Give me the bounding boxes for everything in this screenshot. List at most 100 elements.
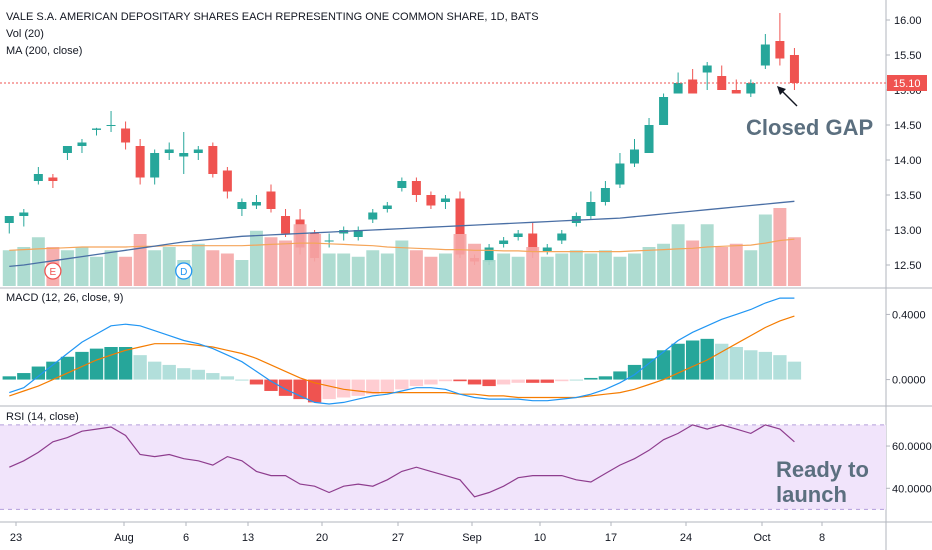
macd-histogram-bar [17, 373, 31, 380]
candle-body[interactable] [19, 212, 29, 217]
volume-bar [453, 234, 467, 286]
volume-bar [613, 256, 627, 286]
macd-tick-label: 0.0000 [892, 375, 926, 387]
candle-body[interactable] [789, 55, 799, 83]
macd-line [9, 297, 795, 405]
candle-body[interactable] [368, 212, 378, 220]
ma200-line [9, 200, 795, 268]
last-price-box [887, 75, 927, 91]
candle-body[interactable] [150, 153, 160, 178]
candle-body[interactable] [33, 174, 43, 181]
event-marker-label: E [50, 267, 57, 278]
volume-bar [293, 224, 307, 286]
candle-body[interactable] [106, 125, 116, 126]
candle-body[interactable] [688, 79, 698, 94]
macd-histogram-bar [758, 351, 773, 380]
time-axis[interactable]: 23 Aug 6 13 20 27 Sep 10 17 24 Oct 8 [10, 522, 825, 544]
volume-bar [700, 224, 714, 286]
macd-histogram-bar [569, 379, 583, 381]
ma-legend[interactable]: MA (200, close) [6, 45, 82, 57]
candle-body[interactable] [382, 205, 392, 210]
candle-body[interactable] [746, 83, 756, 94]
rsi-band-layer [0, 424, 886, 510]
volume-legend[interactable]: Vol (20) [6, 28, 44, 40]
time-tick-label: 24 [680, 532, 692, 544]
candle-body[interactable] [237, 202, 247, 209]
volume-bar [264, 237, 278, 286]
volume-bar [119, 256, 133, 286]
candle-body[interactable] [251, 202, 261, 206]
macd-histogram-bar [89, 348, 104, 380]
candle-body[interactable] [208, 146, 218, 174]
candle-body[interactable] [557, 233, 567, 241]
candle-body[interactable] [281, 216, 291, 234]
volume-bar [642, 247, 656, 286]
candle-body[interactable] [731, 90, 741, 94]
volume-bar [206, 250, 220, 286]
macd-histogram-bar [453, 379, 467, 382]
macd-layer [2, 297, 802, 405]
volume-bar [657, 243, 671, 286]
macd-legend[interactable]: MACD (12, 26, close, 9) [6, 292, 123, 304]
candle-body[interactable] [193, 149, 203, 154]
candle-body[interactable] [62, 146, 72, 153]
candle-body[interactable] [121, 128, 131, 143]
candle-body[interactable] [397, 181, 407, 188]
macd-histogram-bar [264, 379, 278, 391]
time-tick-label: 23 [10, 532, 22, 544]
price-axis[interactable]: 12.5013.0013.5014.0014.5015.0015.5016.00… [886, 15, 932, 495]
candle-body[interactable] [4, 216, 14, 223]
candle-body[interactable] [513, 233, 523, 238]
candle-body[interactable] [324, 240, 334, 242]
candle-body[interactable] [426, 195, 436, 206]
candle-body[interactable] [77, 142, 87, 147]
volume-bar [308, 234, 322, 286]
candle-body[interactable] [222, 170, 232, 192]
volume-bar [220, 253, 234, 286]
candle-body[interactable] [673, 83, 683, 94]
candle-body[interactable] [615, 163, 625, 185]
candle-body[interactable] [266, 191, 276, 210]
candle-body[interactable] [440, 198, 450, 203]
candle-body[interactable] [164, 149, 174, 154]
volume-bar [482, 260, 496, 286]
candle-body[interactable] [179, 153, 189, 157]
volume-bar [148, 250, 162, 286]
volume-bar [366, 250, 380, 286]
candle-body[interactable] [586, 202, 596, 216]
macd-histogram-bar [511, 379, 525, 383]
event-marker-label: D [180, 267, 187, 278]
macd-histogram-bar [46, 361, 60, 380]
candle-body[interactable] [48, 177, 58, 182]
candle-body[interactable] [499, 240, 509, 245]
rsi-legend[interactable]: RSI (14, close) [6, 411, 79, 423]
event-marker-circle[interactable] [175, 262, 193, 280]
candle-body[interactable] [135, 146, 145, 178]
candle-body[interactable] [411, 181, 421, 195]
candle-body[interactable] [353, 230, 363, 237]
candle-body[interactable] [760, 44, 770, 66]
candle-body[interactable] [659, 97, 669, 125]
candle-body[interactable] [775, 41, 785, 59]
candle-body[interactable] [542, 247, 552, 252]
macd-histogram-bar [118, 347, 133, 380]
time-tick-label: Sep [462, 532, 482, 544]
candle-body[interactable] [484, 247, 494, 262]
candle-body[interactable] [644, 125, 654, 153]
candle-body[interactable] [528, 233, 538, 252]
candle-body[interactable] [455, 198, 465, 255]
volume-bar [584, 253, 598, 286]
candle-body[interactable] [629, 149, 639, 164]
candle-body[interactable] [571, 216, 581, 223]
event-marker-circle[interactable] [44, 262, 62, 280]
candle-body[interactable] [92, 128, 102, 130]
line-layer [9, 200, 795, 268]
volume-bar [497, 253, 511, 286]
volume-bar [526, 247, 540, 286]
macd-histogram-bar [409, 379, 424, 387]
candle-body[interactable] [600, 188, 610, 202]
candle-body[interactable] [702, 65, 712, 73]
volume-bar [249, 230, 263, 286]
